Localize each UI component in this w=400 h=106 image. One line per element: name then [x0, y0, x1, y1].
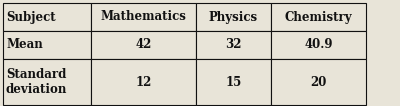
Bar	[196, 3, 271, 31]
Text: 20: 20	[310, 75, 327, 89]
Bar	[91, 3, 196, 31]
Bar	[3, 31, 91, 59]
Bar	[3, 59, 91, 105]
Bar	[271, 3, 366, 31]
Bar	[271, 59, 366, 105]
Bar	[3, 3, 91, 31]
Bar	[91, 59, 196, 105]
Bar	[271, 31, 366, 59]
Bar	[196, 31, 271, 59]
Text: 42: 42	[135, 38, 152, 52]
Text: 32: 32	[225, 38, 242, 52]
Text: Mathematics: Mathematics	[100, 10, 186, 24]
Text: Standard
deviation: Standard deviation	[6, 68, 67, 96]
Text: Subject: Subject	[6, 10, 56, 24]
Text: Chemistry: Chemistry	[285, 10, 352, 24]
Text: 15: 15	[225, 75, 242, 89]
Text: 12: 12	[135, 75, 152, 89]
Bar	[196, 59, 271, 105]
Text: Mean: Mean	[6, 38, 43, 52]
Text: 40.9: 40.9	[304, 38, 333, 52]
Text: Physics: Physics	[209, 10, 258, 24]
Bar	[91, 31, 196, 59]
